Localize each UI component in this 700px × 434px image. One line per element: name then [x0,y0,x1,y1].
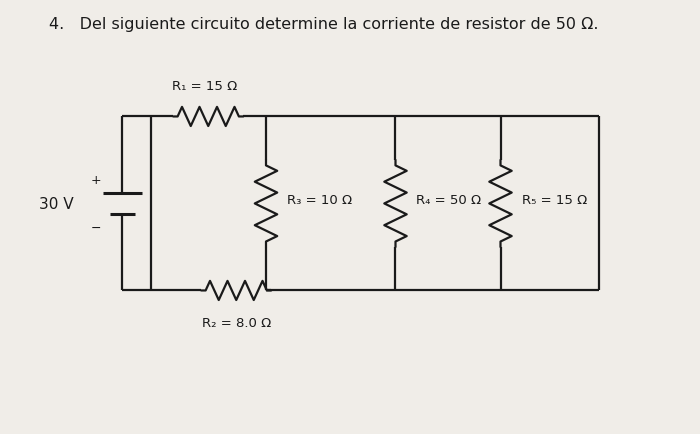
Text: −: − [90,221,101,234]
Text: 4.   Del siguiente circuito determine la corriente de resistor de 50 Ω.: 4. Del siguiente circuito determine la c… [49,17,598,32]
Text: R₃ = 10 Ω: R₃ = 10 Ω [287,193,352,206]
Text: R₅ = 15 Ω: R₅ = 15 Ω [522,193,587,206]
Text: R₄ = 50 Ω: R₄ = 50 Ω [416,193,482,206]
Text: R₂ = 8.0 Ω: R₂ = 8.0 Ω [202,316,271,329]
Text: +: + [90,174,101,187]
Text: R₁ = 15 Ω: R₁ = 15 Ω [172,79,237,92]
Text: 30 V: 30 V [39,197,74,211]
